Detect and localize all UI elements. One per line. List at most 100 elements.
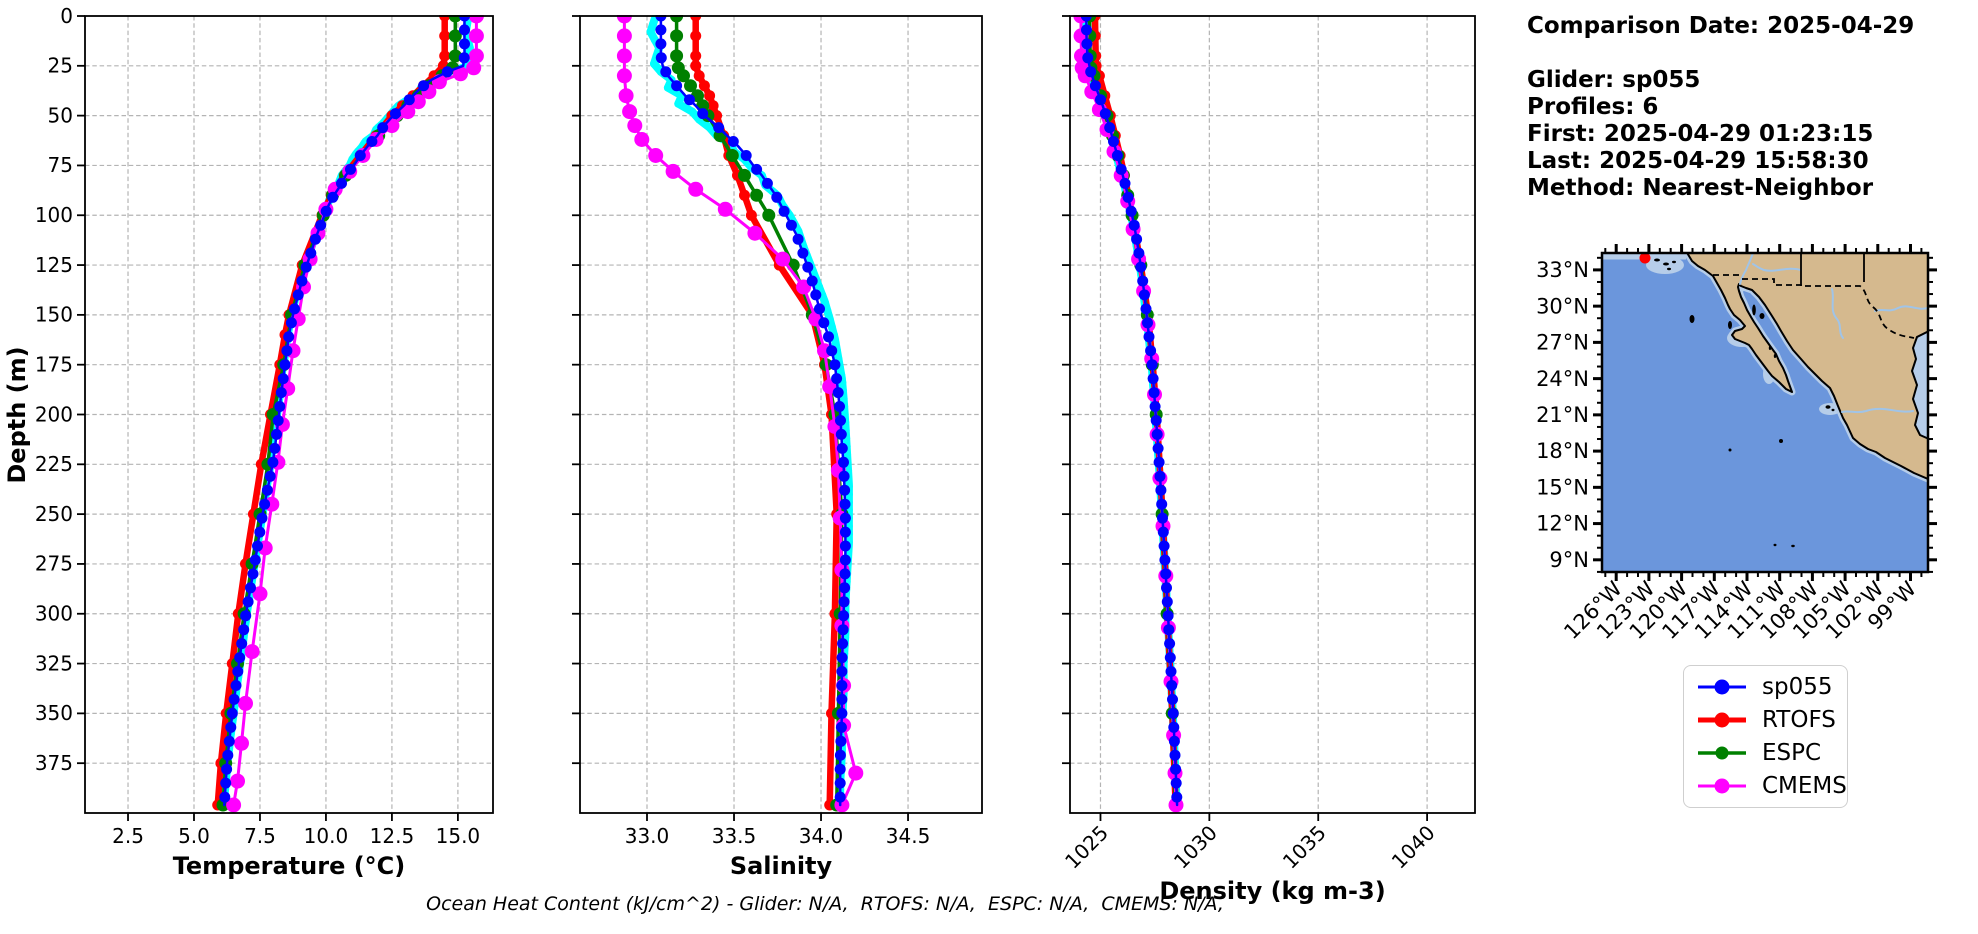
y-axis-label: Depth (m): [3, 346, 31, 483]
map-lat-label: 15°N: [1536, 475, 1589, 499]
series-glider-raw-line: [646, 15, 853, 809]
x-tick-label: 12.5: [370, 824, 415, 848]
y-tick-label: 300: [35, 602, 73, 626]
y-tick-label: 50: [48, 103, 73, 127]
series-glider-raw-markers: [1081, 15, 1181, 807]
map-gulf-of-mexico: [1910, 330, 1928, 440]
x-tick-label: 33.5: [712, 824, 757, 848]
map-ticks: [1593, 244, 1937, 581]
legend-item-RTOFS: RTOFS: [1694, 707, 1847, 733]
x-axis-label: Density (kg m-3): [1159, 877, 1385, 905]
series-sp055-markers: [655, 15, 851, 803]
series-ESPC-line: [674, 15, 844, 807]
series-sp055-markers: [1080, 15, 1183, 803]
y-tick-label: 175: [35, 352, 73, 376]
info-panel: Comparison Date: 2025-04-29 Glider: sp05…: [1527, 13, 1914, 202]
legend-swatch-RTOFS: [1698, 712, 1746, 728]
legend-item-sp055: sp055: [1694, 674, 1847, 700]
legend-label: sp055: [1762, 673, 1833, 700]
y-tick-label: 275: [35, 552, 73, 576]
y-tick-label: 250: [35, 502, 73, 526]
map-lat-label: 27°N: [1536, 331, 1589, 355]
map-lat-label: 12°N: [1536, 512, 1589, 536]
state-border: [1800, 253, 1865, 286]
map-body: [1602, 253, 1928, 572]
profile-charts-svg: 2.5 5.0 7.5 10.0 12.5 15.0 0 25 50 75 100 125 150 175…: [3, 4, 1476, 905]
island: [1667, 267, 1671, 271]
profiles-count: Profiles: 6: [1527, 94, 1659, 120]
legend-item-ESPC: ESPC: [1694, 740, 1847, 766]
legend: sp055 RTOFS ESPC CMEMS: [1683, 665, 1848, 808]
x-tick-label: 1040: [1387, 821, 1440, 874]
island: [1759, 313, 1765, 319]
map-land: [1686, 253, 1928, 480]
map-lat-label: 24°N: [1536, 367, 1589, 391]
island: [1654, 258, 1660, 262]
legend-label: RTOFS: [1762, 706, 1836, 733]
x-tick-label: 10.0: [304, 824, 349, 848]
x-axis-label: Temperature (°C): [173, 852, 406, 880]
y-tick-label: 325: [35, 651, 73, 675]
map: 33°N30°N27°N24°N21°N18°N15°N12°N9°N126°W…: [1536, 244, 1937, 644]
island: [1663, 262, 1669, 266]
river: [1841, 407, 1914, 414]
y-tick-label: 200: [35, 402, 73, 426]
comparison-date: Comparison Date: 2025-04-29: [1527, 13, 1915, 39]
series-sp055-line: [659, 15, 847, 807]
map-lat-label: 33°N: [1536, 258, 1589, 282]
island: [1752, 304, 1756, 316]
x-tick-label: 5.0: [178, 824, 210, 848]
map-lat-label: 9°N: [1549, 548, 1589, 572]
river: [1874, 305, 1928, 312]
chart-Temperature (°C): 2.5 5.0 7.5 10.0 12.5 15.0 0 25 50 75 100 125 150 175…: [3, 4, 494, 880]
legend-label: CMEMS: [1762, 773, 1847, 800]
last-profile-time: Last: 2025-04-29 15:58:30: [1527, 148, 1869, 174]
y-tick-label: 0: [60, 4, 73, 28]
island: [1791, 544, 1795, 548]
x-tick-label: 1025: [1060, 821, 1113, 874]
map-border: [1600, 251, 1930, 574]
y-tick-label: 100: [35, 203, 73, 227]
x-tick-label: 33.0: [625, 824, 670, 848]
series-CMEMS-markers: [226, 15, 484, 813]
series-ESPC-line: [221, 15, 458, 807]
island: [1773, 354, 1777, 358]
chart-Salinity: 33.0 33.5 34.0 34.5 Salinity: [572, 15, 983, 880]
x-tick-label: 34.0: [799, 824, 844, 848]
x-axis-label: Salinity: [730, 852, 833, 880]
series-glider-raw-markers: [219, 15, 474, 809]
island: [1779, 439, 1783, 443]
chart-Density (kg m-3): 1025 1030 1035 1040Density (kg m-3): [1060, 15, 1476, 905]
y-tick-label: 150: [35, 303, 73, 327]
map-lat-label: 30°N: [1536, 294, 1589, 318]
y-tick-label: 125: [35, 253, 73, 277]
series-ESPC-markers: [216, 15, 462, 812]
island: [1831, 408, 1835, 412]
island: [1768, 346, 1772, 350]
series-CMEMS-markers: [1073, 15, 1184, 813]
y-tick-label: 25: [48, 54, 73, 78]
series-RTOFS-line: [214, 15, 448, 809]
gila-river: [1752, 263, 1802, 272]
x-tick-label: 1030: [1169, 821, 1222, 874]
us-mexico-border: [1713, 274, 1915, 339]
caption: Ocean Heat Content (kJ/cm^2) - Glider: N…: [426, 893, 1224, 915]
colorado-river: [1739, 253, 1754, 285]
method: Method: Nearest-Neighbor: [1527, 175, 1874, 201]
x-tick-label: 34.5: [886, 824, 931, 848]
series-ESPC-markers: [1083, 15, 1182, 812]
island: [1672, 260, 1676, 264]
x-tick-label: 1035: [1278, 821, 1331, 874]
x-tick-label: 15.0: [436, 824, 481, 848]
y-tick-label: 350: [35, 701, 73, 725]
y-tick-label: 225: [35, 452, 73, 476]
series-CMEMS-line: [1079, 15, 1178, 807]
island: [1728, 448, 1732, 452]
series-CMEMS-markers: [616, 15, 864, 813]
legend-swatch-CMEMS: [1698, 778, 1746, 794]
y-tick-label: 75: [48, 153, 73, 177]
map-lat-label: 21°N: [1536, 403, 1589, 427]
y-tick-label: 375: [35, 751, 73, 775]
series-glider-raw-markers: [646, 15, 853, 809]
